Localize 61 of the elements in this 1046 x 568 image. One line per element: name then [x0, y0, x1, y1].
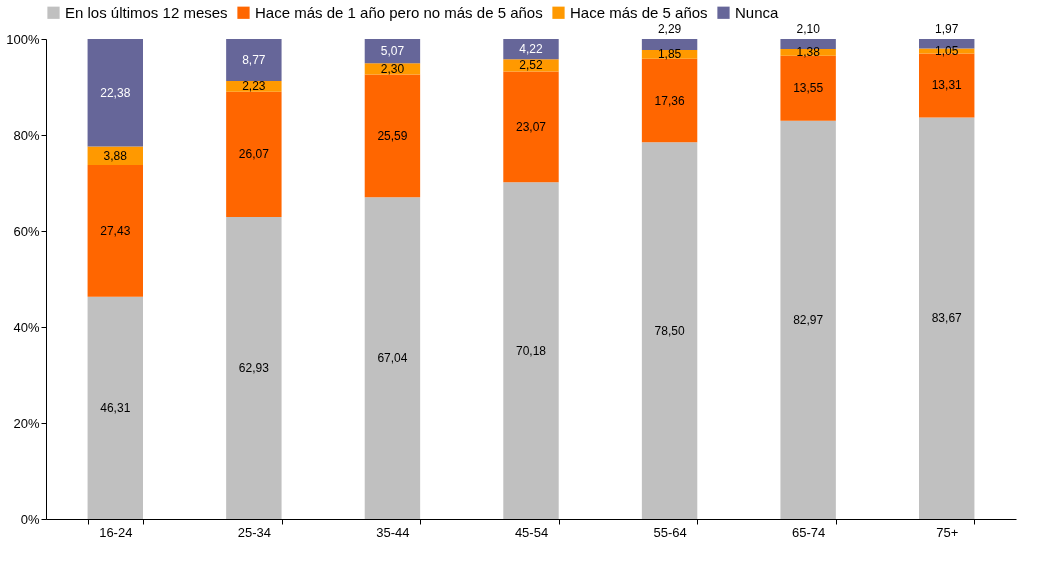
y-tick-label: 20%	[13, 415, 40, 431]
data-label: 1,85	[657, 47, 682, 62]
data-label: 1,38	[796, 45, 821, 60]
bar	[226, 216, 282, 519]
data-label: 17,36	[654, 93, 685, 108]
bar	[780, 120, 836, 519]
bar	[641, 58, 698, 143]
data-label: 2,29	[657, 22, 682, 36]
x-tick-label: 65-74	[792, 524, 826, 540]
bar	[87, 165, 143, 297]
data-label: 83,67	[931, 311, 963, 326]
legend-label: Nunca	[735, 3, 780, 21]
data-label: 13,31	[931, 78, 963, 93]
data-label: 1,97	[935, 22, 959, 36]
data-label: 82,97	[793, 312, 824, 327]
x-tick-label: 55-64	[653, 524, 687, 540]
data-label: 5,07	[380, 44, 405, 59]
data-label: 2,30	[380, 61, 405, 76]
data-label: 3,88	[103, 148, 128, 163]
bar	[87, 39, 143, 147]
data-label: 70,18	[515, 343, 547, 358]
bar	[87, 296, 143, 519]
bar	[364, 74, 421, 198]
bar	[226, 91, 282, 217]
bar	[364, 197, 421, 519]
data-label: 26,07	[238, 147, 270, 162]
data-label: 23,07	[515, 119, 547, 134]
y-tick-label: 80%	[13, 127, 40, 143]
data-label: 22,38	[100, 85, 131, 100]
bar	[364, 39, 421, 64]
x-tick-label: 35-44	[376, 524, 410, 540]
data-label: 2,10	[796, 22, 821, 36]
y-tick-label: 40%	[13, 319, 40, 335]
y-tick-label: 100%	[6, 31, 40, 47]
data-label: 13,55	[793, 81, 824, 96]
x-tick-label: 45-54	[514, 524, 549, 540]
y-tick-label: 0%	[20, 511, 40, 527]
x-tick-label: 75+	[936, 524, 959, 540]
y-tick-label: 60%	[13, 223, 40, 239]
data-label: 27,43	[100, 223, 131, 238]
x-tick-label: 16-24	[99, 524, 133, 540]
data-label: 25,59	[377, 128, 408, 143]
legend-label: Hace más de 5 años	[570, 3, 708, 21]
bar	[919, 117, 975, 519]
data-label: 78,50	[654, 323, 685, 338]
legend-label: En los últimos 12 meses	[65, 3, 228, 21]
legend-label: Hace más de 1 año pero no más de 5 años	[255, 3, 543, 21]
bar	[641, 39, 698, 50]
data-label: 67,04	[377, 351, 408, 366]
data-label: 4,22	[519, 42, 543, 57]
data-label: 62,93	[238, 360, 270, 375]
bar	[226, 39, 282, 82]
bar	[503, 182, 559, 519]
data-label: 46,31	[100, 400, 131, 415]
data-label: 2,52	[519, 58, 543, 73]
bar	[641, 142, 698, 519]
x-tick-label: 25-34	[237, 524, 271, 540]
data-label: 1,05	[935, 43, 959, 58]
data-label: 2,23	[242, 79, 266, 94]
bar	[503, 71, 559, 183]
data-label: 8,77	[242, 53, 266, 68]
